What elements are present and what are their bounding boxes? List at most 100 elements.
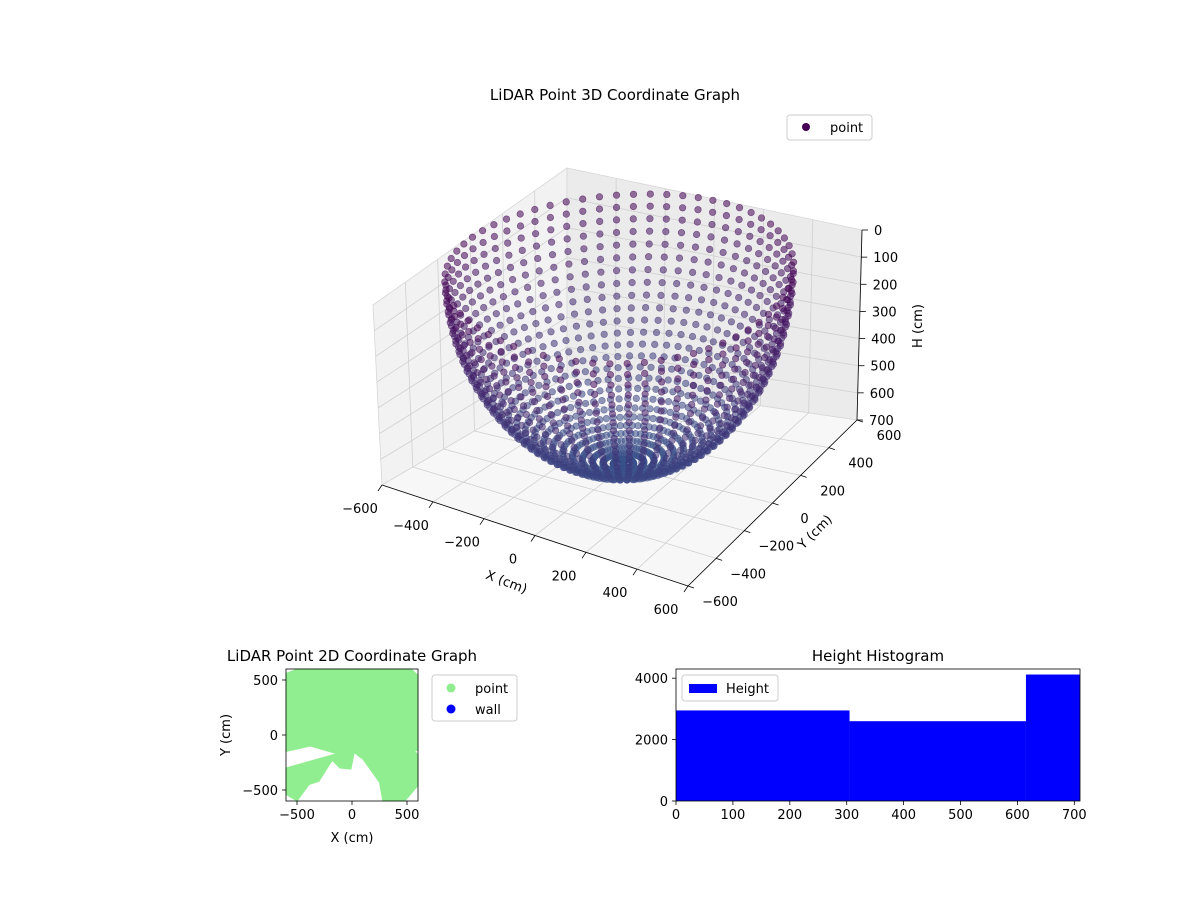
data-point-3d (744, 298, 752, 306)
data-point-3d (694, 206, 702, 214)
data-point-3d (675, 254, 684, 262)
grid-line-back-x (808, 219, 814, 413)
data-point-3d (691, 243, 700, 251)
grid-line-floor-y (412, 466, 717, 559)
data-point-3d (717, 314, 726, 322)
data-point-3d (529, 426, 537, 434)
data-point-3d (694, 429, 702, 437)
data-point-3d (613, 279, 621, 288)
data-point-3d (700, 283, 708, 291)
data-point-3d (645, 374, 653, 382)
data-point-3d (453, 247, 461, 255)
data-point-3d (646, 405, 654, 413)
x-tick-3d (530, 535, 536, 542)
data-point-3d (703, 432, 711, 440)
data-point-3d (674, 353, 682, 362)
data-point-3d (774, 227, 782, 235)
data-point-3d (738, 281, 746, 289)
legend-marker-point-3d (802, 123, 810, 131)
data-point-3d (746, 232, 754, 240)
data-point-3d (533, 406, 541, 415)
y-tick-label-2d: −500 (242, 784, 278, 799)
data-point-3d (593, 418, 601, 426)
data-point-3d (655, 432, 663, 440)
data-point-3d (572, 449, 581, 458)
data-point-3d (667, 317, 675, 325)
data-point-3d (647, 363, 655, 371)
data-point-3d (612, 267, 621, 275)
data-point-3d (704, 366, 713, 375)
data-point-3d (539, 351, 547, 360)
data-point-3d (641, 380, 649, 388)
data-point-3d (484, 331, 492, 339)
data-point-3d (772, 302, 781, 310)
data-point-3d (594, 426, 602, 434)
data-point-3d (560, 405, 569, 413)
data-point-3d (596, 255, 605, 264)
data-point-3d (757, 214, 766, 222)
data-point-3d (552, 449, 560, 457)
data-point-3d (549, 419, 557, 427)
data-point-3d (556, 454, 564, 463)
data-point-3d (727, 318, 736, 326)
data-point-3d (724, 289, 732, 298)
data-point-3d (579, 195, 587, 203)
data-point-3d (582, 439, 590, 447)
data-point-3d (761, 267, 770, 276)
data-point-3d (700, 360, 708, 369)
data-point-3d (468, 349, 476, 357)
data-point-3d (597, 268, 605, 276)
data-point-3d (460, 341, 468, 350)
legend-swatch-height (689, 684, 717, 693)
axes-3d: −600−400−2000200400600−600−400−200020040… (342, 224, 901, 618)
ticks-2d: −500−500 0 0 500 500 (242, 674, 419, 823)
data-point-3d (629, 240, 637, 248)
data-point-3d (447, 254, 455, 263)
x-tick-label-3d: −600 (342, 502, 378, 517)
data-point-3d (704, 258, 712, 266)
data-point-3d (753, 262, 761, 270)
data-point-3d (506, 263, 515, 272)
data-point-3d (629, 202, 638, 211)
data-point-3d (576, 407, 584, 416)
legend-3d: point (786, 114, 873, 141)
data-point-3d (606, 360, 614, 368)
data-point-3d (699, 335, 707, 343)
data-point-3d (611, 441, 619, 450)
data-point-3d (562, 210, 570, 218)
data-point-3d (562, 198, 570, 206)
data-point-3d (520, 323, 529, 332)
data-point-3d (520, 259, 528, 267)
legend-histogram: Height (681, 674, 779, 702)
data-point-3d (479, 227, 487, 235)
data-point-3d (637, 352, 646, 360)
data-point-3d (763, 332, 772, 341)
data-point-3d (464, 317, 472, 325)
data-point-3d (733, 240, 741, 248)
data-point-3d (720, 236, 729, 244)
data-point-3d (688, 391, 697, 399)
data-point-3d (595, 193, 604, 201)
data-point-3d (640, 316, 649, 324)
z-tick-label-3d: 200 (873, 278, 898, 293)
data-point-3d (531, 217, 539, 226)
data-point-3d (462, 304, 470, 313)
data-point-3d (596, 441, 604, 449)
data-point-3d (472, 309, 480, 318)
data-point-3d (661, 240, 669, 248)
data-point-3d (685, 418, 693, 426)
data-point-3d (613, 292, 621, 300)
data-point-3d (695, 444, 704, 453)
data-point-3d (699, 438, 707, 447)
data-point-3d (719, 339, 727, 347)
data-point-3d (595, 205, 604, 213)
data-point-3d (584, 308, 593, 316)
data-point-3d (772, 313, 780, 321)
data-point-3d (628, 291, 636, 299)
histogram-bar (1025, 674, 1080, 801)
histogram-bar (849, 721, 1026, 801)
data-point-3d (598, 397, 606, 405)
data-point-3d (541, 304, 550, 312)
data-point-3d (744, 244, 753, 253)
data-point-3d (688, 401, 696, 409)
